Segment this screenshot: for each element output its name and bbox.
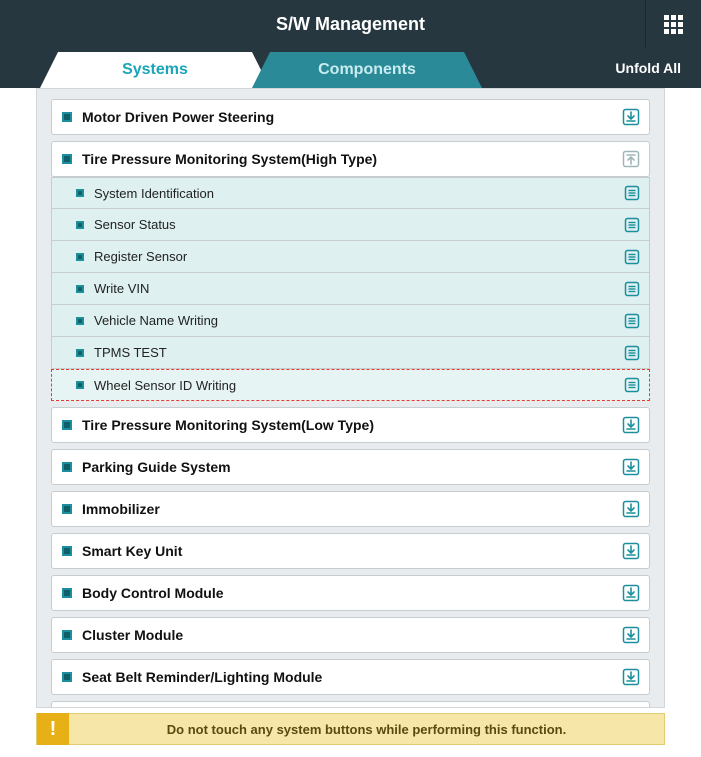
system-row[interactable]: Transmitter Code Saving: [51, 701, 650, 708]
expand-icon[interactable]: [621, 625, 641, 645]
document-icon[interactable]: [623, 248, 641, 266]
bullet-icon: [76, 189, 84, 197]
menu-button[interactable]: [645, 0, 701, 48]
bullet-icon: [62, 154, 72, 164]
system-label: Immobilizer: [82, 501, 621, 517]
function-row[interactable]: Write VIN: [51, 273, 650, 305]
function-row[interactable]: Vehicle Name Writing: [51, 305, 650, 337]
expand-icon[interactable]: [621, 499, 641, 519]
unfold-all-button[interactable]: Unfold All: [615, 48, 681, 88]
bullet-icon: [62, 672, 72, 682]
bullet-icon: [76, 381, 84, 389]
bullet-icon: [62, 504, 72, 514]
function-label: Vehicle Name Writing: [94, 313, 623, 328]
function-row[interactable]: Wheel Sensor ID Writing: [51, 369, 650, 401]
function-label: Write VIN: [94, 281, 623, 296]
document-icon[interactable]: [623, 312, 641, 330]
tab-systems[interactable]: Systems: [40, 52, 270, 88]
function-label: Sensor Status: [94, 217, 623, 232]
bullet-icon: [76, 285, 84, 293]
system-row[interactable]: Motor Driven Power Steering: [51, 99, 650, 135]
document-icon[interactable]: [623, 344, 641, 362]
function-row[interactable]: System Identification: [51, 177, 650, 209]
bullet-icon: [62, 112, 72, 122]
system-label: Parking Guide System: [82, 459, 621, 475]
system-label: Body Control Module: [82, 585, 621, 601]
system-label: Cluster Module: [82, 627, 621, 643]
systems-list: Motor Driven Power Steering Tire Pressure…: [36, 88, 665, 708]
system-row[interactable]: Immobilizer: [51, 491, 650, 527]
expand-icon[interactable]: [621, 457, 641, 477]
warning-icon: !: [37, 713, 69, 745]
warning-text: Do not touch any system buttons while pe…: [69, 722, 664, 737]
warning-bar: ! Do not touch any system buttons while …: [36, 713, 665, 745]
function-label: Wheel Sensor ID Writing: [94, 378, 623, 393]
bullet-icon: [76, 349, 84, 357]
page-title: S/W Management: [0, 14, 701, 35]
document-icon[interactable]: [623, 280, 641, 298]
bullet-icon: [62, 420, 72, 430]
bullet-icon: [62, 630, 72, 640]
system-row[interactable]: Parking Guide System: [51, 449, 650, 485]
function-row[interactable]: TPMS TEST: [51, 337, 650, 369]
function-row[interactable]: Sensor Status: [51, 209, 650, 241]
function-label: Register Sensor: [94, 249, 623, 264]
expand-icon[interactable]: [621, 107, 641, 127]
bullet-icon: [62, 462, 72, 472]
system-row[interactable]: Cluster Module: [51, 617, 650, 653]
expand-icon[interactable]: [621, 541, 641, 561]
system-label: Seat Belt Reminder/Lighting Module: [82, 669, 621, 685]
expand-icon[interactable]: [621, 667, 641, 687]
system-row[interactable]: Smart Key Unit: [51, 533, 650, 569]
tab-components[interactable]: Components: [252, 52, 482, 88]
system-label: Smart Key Unit: [82, 543, 621, 559]
function-label: System Identification: [94, 186, 623, 201]
document-icon[interactable]: [623, 216, 641, 234]
bullet-icon: [76, 253, 84, 261]
tab-bar: Systems Components Unfold All: [0, 48, 701, 88]
expand-icon[interactable]: [621, 583, 641, 603]
bullet-icon: [76, 317, 84, 325]
bullet-icon: [62, 546, 72, 556]
system-label: Tire Pressure Monitoring System(Low Type…: [82, 417, 621, 433]
function-label: TPMS TEST: [94, 345, 623, 360]
document-icon[interactable]: [623, 376, 641, 394]
system-subgroup: System Identification Sensor Status Regist…: [51, 177, 650, 401]
system-row[interactable]: Body Control Module: [51, 575, 650, 611]
system-row[interactable]: Tire Pressure Monitoring System(High Typ…: [51, 141, 650, 177]
grid-icon: [664, 15, 683, 34]
system-label: Tire Pressure Monitoring System(High Typ…: [82, 151, 621, 167]
function-row[interactable]: Register Sensor: [51, 241, 650, 273]
bullet-icon: [76, 221, 84, 229]
system-row[interactable]: Seat Belt Reminder/Lighting Module: [51, 659, 650, 695]
document-icon[interactable]: [623, 184, 641, 202]
expand-icon[interactable]: [621, 415, 641, 435]
bullet-icon: [62, 588, 72, 598]
system-row[interactable]: Tire Pressure Monitoring System(Low Type…: [51, 407, 650, 443]
system-label: Motor Driven Power Steering: [82, 109, 621, 125]
app-header: S/W Management: [0, 0, 701, 48]
collapse-icon[interactable]: [621, 149, 641, 169]
